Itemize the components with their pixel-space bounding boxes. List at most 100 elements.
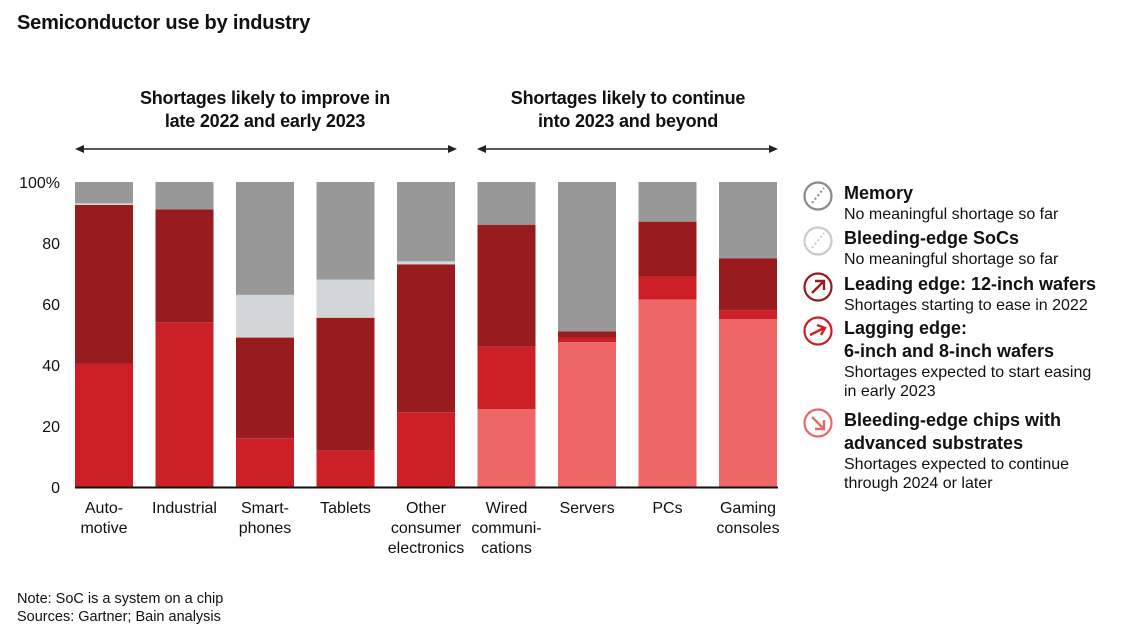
x-tick-label: Servers [537,499,637,519]
legend-description: No meaningful shortage so far [844,251,1059,268]
bar-segment [719,319,777,487]
bar-stack [558,182,616,487]
arrow-down-right-circle-icon [803,408,833,438]
bar-segment [316,317,375,451]
y-tick-label: 20 [42,419,60,436]
group-label-improve: Shortages likely to improve in late 2022… [105,87,425,133]
bar-segment [397,412,455,487]
bar-stack [316,182,375,487]
bar-segment [719,258,777,311]
x-tick-label: PCs [618,499,718,519]
x-tick-label-line: Wired [485,500,528,517]
dashed-diagonal-circle-icon [803,226,833,256]
bars [75,182,777,487]
bar-segment [558,331,616,338]
x-tick-label-line: PCs [652,500,683,517]
x-tick-label: Gaming consoles [698,499,798,539]
x-tick-label-line: phones [238,520,292,537]
footnote: Note: SoC is a system on a chip Sources:… [17,590,223,626]
bar-segment [236,294,294,338]
y-tick-label: 80 [42,236,60,253]
note-text: Note: SoC is a system on a chip [17,591,224,607]
bar-segment [558,182,616,332]
bar-segment [477,224,536,347]
legend-name: Leading edge: 12-inch wafers [844,274,1097,294]
x-tick-label-line: Gaming [719,500,777,517]
chart-title: Semiconductor use by industry [17,12,311,34]
bar-stack [638,182,697,487]
bar-segment [75,204,133,364]
y-tick-label: 60 [42,297,60,314]
sources-text: Sources: Gartner; Bain analysis [17,609,221,625]
group-arrow-continue [477,145,778,153]
x-tick-label-line: consumer [390,520,462,537]
bar-segment [316,182,375,280]
bar-segment [75,203,133,205]
x-tick-label-line: communi- [471,520,542,537]
legend-name: Bleeding-edge chips with advanced substra… [844,410,1062,453]
legend-description: Shortages expected to start easing in ear… [844,364,1092,400]
legend-description: Shortages expected to continue through 20… [844,456,1070,492]
x-tick-label: Tablets [296,499,396,519]
bar-segment [236,182,294,295]
bar-stack [155,182,214,487]
bar-segment [638,299,697,487]
arrowhead-left-icon [75,145,84,153]
bar-stack [719,182,777,487]
y-tick-label: 40 [42,358,60,375]
group-label-line: into 2023 and beyond [537,111,719,131]
bar-segment [155,209,214,323]
x-tick-label: Other consumer electronics [376,499,476,559]
bar-segment [397,261,455,265]
bar-segment [75,363,133,487]
x-tick-label-line: cations [481,540,532,557]
y-tick-label: 100% [19,175,60,192]
bar-segment [558,337,616,343]
legend-description: Shortages starting to ease in 2022 [844,297,1088,314]
arrow-right-circle-icon [803,316,833,346]
bar-segment [75,182,133,204]
group-label-continue: Shortages likely to continue into 2023 a… [468,87,788,133]
x-tick-label-line: Other [405,500,446,517]
x-tick-label-line: electronics [387,540,465,557]
group-label-line: Shortages likely to improve in [139,88,391,108]
y-tick-label: 0 [51,480,60,497]
legend-item: Leading edge: 12-inch wafers Shortages st… [803,272,1097,315]
legend-name: Memory [844,183,914,203]
x-tick-label-line: consoles [716,520,780,537]
stacked-bar-chart: 0 20 40 60 80 100% [19,145,778,497]
bar-segment [236,438,294,487]
bar-stack [477,182,536,487]
x-tick-label: Auto-motive [54,499,154,539]
dashed-diagonal-circle-icon [803,181,833,211]
legend-item: Memory No meaningful shortage so far [803,181,1059,224]
bar-stack [75,182,133,487]
bar-segment [477,346,536,410]
x-tick-label-line: Tablets [320,500,371,517]
bar-segment [155,182,214,210]
y-axis: 0 20 40 60 80 100% [19,175,60,497]
bar-segment [316,450,375,487]
x-tick-label-line: Smart- [241,500,289,517]
bar-segment [638,221,697,277]
legend-item: Lagging edge: 6-inch and 8-inch wafers Sho… [803,316,1092,401]
x-tick-label: Wired communi-cations [457,499,557,559]
bar-segment [638,276,697,300]
legend-item: Bleeding-edge SoCs No meaningful shortage… [803,226,1059,269]
arrowhead-right-icon [769,145,778,153]
legend-description: No meaningful shortage so far [844,206,1059,223]
bar-segment [155,322,214,487]
group-label-line: late 2022 and early 2023 [164,111,366,131]
bar-stack [397,182,455,487]
legend-name: Lagging edge: 6-inch and 8-inch wafers [844,318,1055,361]
x-tick-label-line: Industrial [152,500,217,517]
legend-name: Bleeding-edge SoCs [844,228,1020,248]
x-tick-label: Industrial [135,499,235,519]
bar-segment [236,337,294,439]
x-tick-label-line: Servers [559,500,615,517]
bar-segment [316,279,375,318]
bar-stack [236,182,294,487]
bar-segment [558,342,616,487]
x-tick-label: Smart-phones [215,499,315,539]
bar-segment [638,182,697,222]
